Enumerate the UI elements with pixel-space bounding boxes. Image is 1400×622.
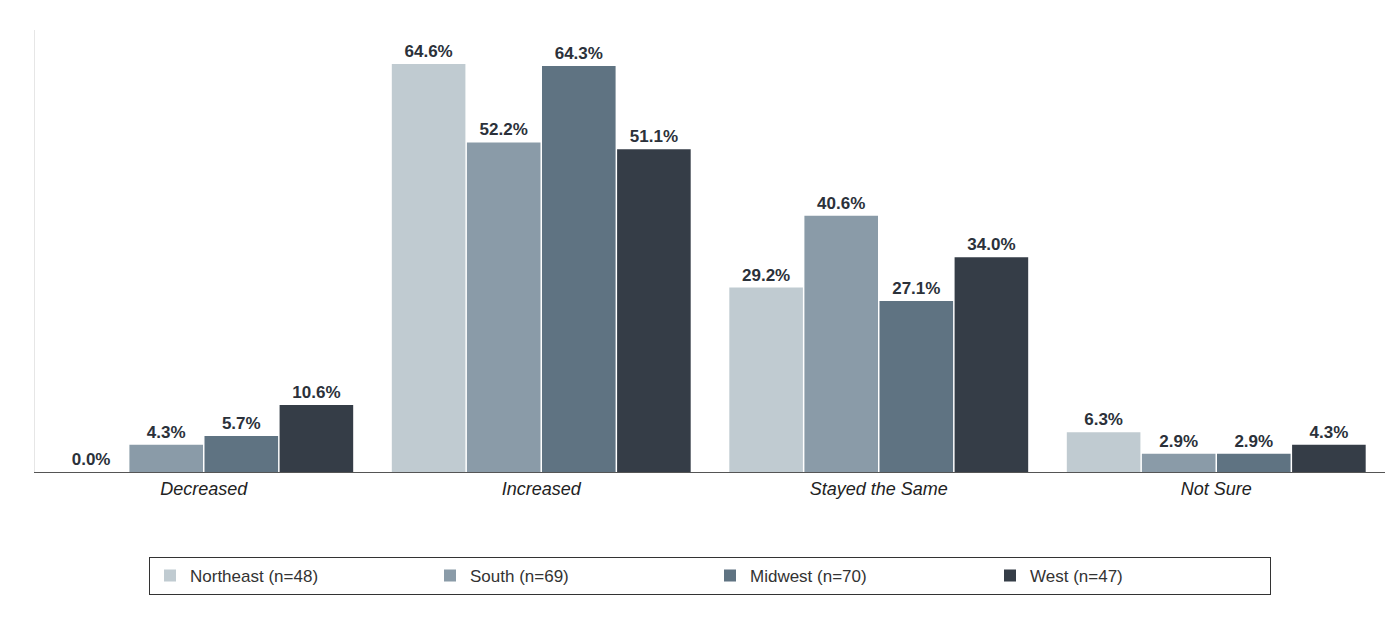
svg-text:64.6%: 64.6%: [405, 42, 453, 61]
svg-text:27.1%: 27.1%: [892, 279, 940, 298]
svg-text:0.0%: 0.0%: [72, 450, 111, 469]
svg-text:4.3%: 4.3%: [147, 423, 186, 442]
svg-text:4.3%: 4.3%: [1310, 423, 1349, 442]
svg-text:40.6%: 40.6%: [817, 194, 865, 213]
svg-text:2.9%: 2.9%: [1159, 432, 1198, 451]
svg-text:6.3%: 6.3%: [1084, 410, 1123, 429]
svg-text:South (n=69): South (n=69): [470, 567, 569, 586]
svg-text:Stayed the Same: Stayed the Same: [810, 479, 948, 499]
svg-text:Not Sure: Not Sure: [1181, 479, 1252, 499]
svg-text:Decreased: Decreased: [160, 479, 248, 499]
svg-text:64.3%: 64.3%: [555, 44, 603, 63]
svg-text:52.2%: 52.2%: [480, 120, 528, 139]
svg-text:10.6%: 10.6%: [292, 383, 340, 402]
svg-text:29.2%: 29.2%: [742, 266, 790, 285]
svg-text:51.1%: 51.1%: [630, 127, 678, 146]
svg-text:Increased: Increased: [502, 479, 582, 499]
svg-text:2.9%: 2.9%: [1234, 432, 1273, 451]
svg-text:West (n=47): West (n=47): [1030, 567, 1123, 586]
svg-text:Northeast (n=48): Northeast (n=48): [190, 567, 318, 586]
svg-text:5.7%: 5.7%: [222, 414, 261, 433]
svg-text:34.0%: 34.0%: [967, 235, 1015, 254]
svg-text:Midwest (n=70): Midwest (n=70): [750, 567, 867, 586]
